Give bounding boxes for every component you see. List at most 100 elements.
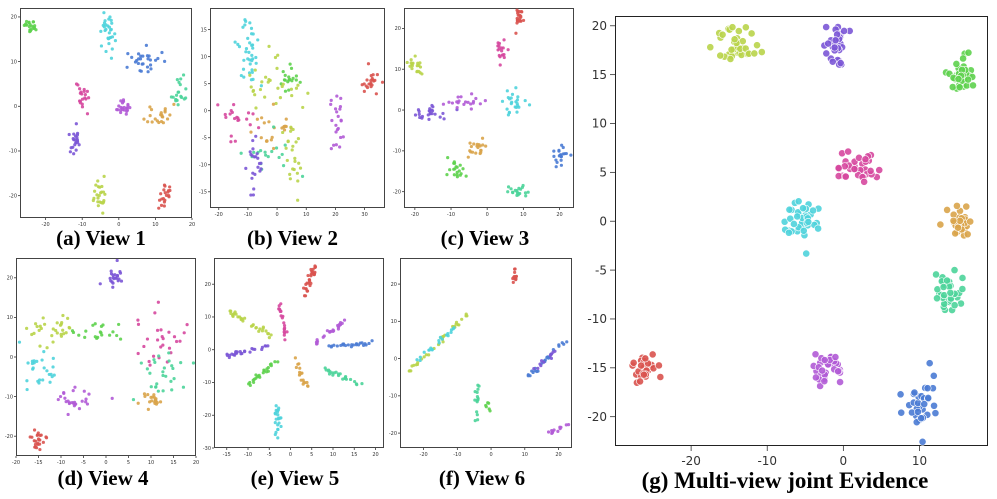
data-point-pink — [148, 363, 152, 367]
data-point-lime — [269, 333, 273, 337]
y-tick-label: 0 — [10, 355, 13, 361]
data-point-pink — [283, 338, 287, 342]
data-point-pink — [866, 167, 875, 175]
data-point-lime — [30, 332, 34, 337]
data-point-green — [287, 78, 291, 82]
data-point-red — [514, 31, 518, 35]
data-point-orange — [172, 102, 176, 107]
data-point-orange — [151, 395, 155, 399]
data-point-lime — [298, 166, 303, 170]
data-point-lime — [276, 53, 280, 57]
data-point-lime — [101, 190, 106, 194]
data-point-violet — [73, 138, 77, 142]
data-point-lime — [294, 86, 299, 90]
data-point-violet — [824, 39, 833, 48]
data-point-cyan — [427, 348, 431, 352]
data-point-lime — [93, 189, 97, 193]
data-point-green — [459, 172, 463, 176]
data-point-orange — [136, 401, 140, 405]
data-point-blue — [149, 67, 153, 71]
data-point-violet — [836, 59, 845, 67]
data-point-lime — [410, 364, 414, 368]
y-tick-label: -15 — [587, 361, 607, 375]
data-point-purple — [447, 100, 451, 104]
x-tick-label: 15 — [351, 452, 357, 458]
data-point-blue — [145, 65, 150, 69]
data-point-lime — [267, 336, 271, 340]
y-tick-label: -10 — [9, 149, 17, 155]
data-point-orange — [949, 216, 958, 225]
data-point-red — [362, 89, 366, 93]
data-point-purple — [63, 396, 67, 400]
data-point-teal — [932, 270, 940, 279]
data-point-lime — [290, 148, 294, 152]
data-point-purple — [336, 114, 340, 118]
data-point-cyan — [17, 340, 22, 344]
data-point-pink — [860, 177, 869, 186]
data-point-violet — [828, 57, 837, 66]
panel-view-2: -20 -10 0 10 20 30 15 10 5 0 -5 -10 -15 (b) View 2 — [199, 8, 385, 258]
data-point-lime — [293, 159, 297, 163]
data-point-cyan — [276, 436, 280, 440]
data-point-blue — [897, 408, 906, 417]
data-point-red — [513, 270, 517, 274]
data-point-pink — [834, 164, 843, 172]
y-tick-label: -10 — [199, 163, 207, 169]
data-point-cyan — [247, 71, 252, 75]
data-point-red — [513, 267, 517, 271]
data-point-purple — [84, 397, 88, 401]
data-point-green — [101, 323, 105, 327]
data-point-green — [288, 62, 292, 66]
data-point-lime — [66, 316, 70, 321]
data-point-violet — [251, 138, 255, 143]
data-point-lime — [441, 340, 445, 344]
data-point-lime — [50, 333, 54, 338]
data-point-purple — [119, 110, 123, 115]
data-point-lime — [296, 198, 300, 202]
data-point-green — [93, 322, 97, 326]
scatter-plot: -20 -10 0 10 20 20 10 0 -10 -20 — [389, 267, 571, 458]
data-point-cyan — [99, 44, 104, 48]
data-point-green — [281, 69, 285, 74]
data-point-purple — [456, 101, 460, 105]
data-point-lime — [295, 171, 299, 175]
data-point-orange — [468, 141, 472, 145]
data-point-cyan — [785, 205, 794, 214]
data-point-red — [159, 192, 163, 196]
data-point-orange — [142, 392, 147, 396]
data-point-violet — [240, 351, 244, 356]
data-point-orange — [282, 128, 287, 132]
data-point-pink — [85, 89, 89, 93]
data-point-teal — [281, 164, 286, 168]
data-point-red — [364, 84, 368, 88]
data-point-teal — [958, 274, 967, 282]
data-point-pink — [155, 338, 160, 342]
data-point-purple — [126, 104, 130, 108]
data-point-violet — [109, 279, 113, 283]
y-tick-label: -20 — [5, 434, 13, 440]
data-point-orange — [296, 362, 300, 366]
data-point-purple — [834, 367, 843, 376]
data-point-orange — [299, 378, 303, 382]
data-point-teal — [506, 190, 510, 194]
data-point-teal — [131, 397, 136, 402]
data-point-blue — [554, 158, 558, 162]
data-point-green — [487, 401, 491, 405]
data-point-purple — [338, 104, 343, 109]
y-tick-label: 15 — [592, 68, 607, 82]
data-point-red — [516, 13, 520, 17]
x-tick-label: 10 — [148, 460, 154, 466]
data-point-teal — [259, 149, 263, 153]
data-point-orange — [159, 111, 163, 115]
data-point-purple — [67, 401, 71, 406]
data-point-green — [262, 368, 266, 372]
x-tick-label: -10 — [757, 454, 777, 468]
data-point-lime — [410, 66, 414, 71]
data-point-pink — [147, 359, 151, 364]
data-point-teal — [174, 93, 179, 97]
data-point-cyan — [52, 373, 56, 377]
data-point-pink — [159, 345, 163, 349]
data-point-cyan — [250, 59, 254, 63]
data-point-blue — [125, 65, 129, 69]
data-point-lime — [465, 314, 469, 318]
